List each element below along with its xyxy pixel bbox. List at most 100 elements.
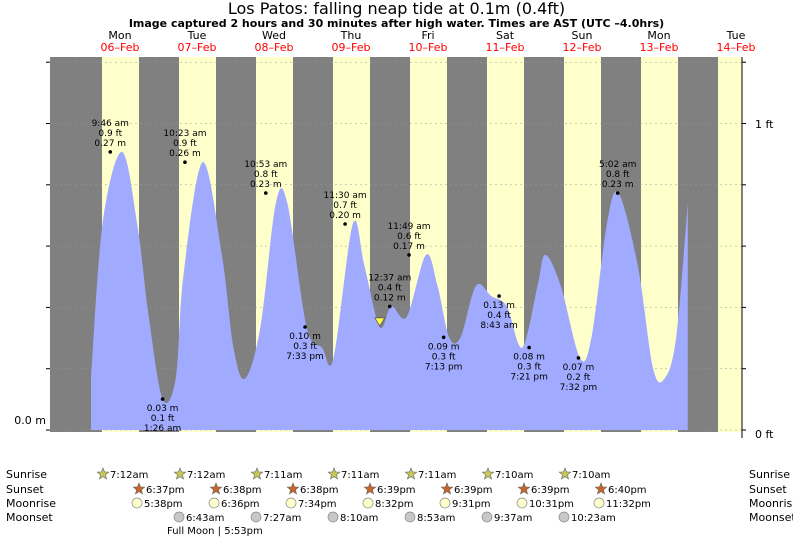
moonrise-time: 9:31pm <box>452 499 491 510</box>
sunrise-star-icon <box>173 467 187 480</box>
sunset-star-icon <box>286 482 300 495</box>
tide-point <box>160 397 165 401</box>
tide-ft-label: 0.8 ft <box>606 170 630 180</box>
sunrise-time: 7:12am <box>110 470 148 481</box>
day-weekday-label: Mon <box>647 29 670 42</box>
moonset-time: 10:23am <box>571 513 616 524</box>
day-weekday-label: Sun <box>572 29 593 42</box>
sunrise-time: 7:10am <box>495 470 533 481</box>
moonrise-icon <box>285 497 297 509</box>
tide-point <box>576 356 581 360</box>
moonset-icon <box>404 511 416 523</box>
day-date-label: 12–Feb <box>563 41 602 54</box>
day-weekday-label: Tue <box>187 29 207 42</box>
sunrise-star-icon <box>250 467 264 480</box>
row-label-right: Sunrise <box>749 468 790 481</box>
row-label-right: Moonset <box>749 511 793 524</box>
tide-time-label: 9:46 am <box>92 119 129 129</box>
tide-ft-label: 0.4 ft <box>487 311 511 321</box>
tide-ft-label: 0.2 ft <box>567 373 591 383</box>
tide-ft-label: 0.3 ft <box>293 342 317 352</box>
tide-point <box>303 325 307 329</box>
sunrise-star-icon <box>96 467 110 480</box>
day-date-label: 09–Feb <box>332 41 371 54</box>
tide-ft-label: 0.9 ft <box>98 129 122 139</box>
sunrise-star-icon <box>481 467 495 480</box>
tide-point <box>497 294 501 298</box>
tide-m-label: 0.12 m <box>374 293 406 303</box>
tide-m-label: 0.08 m <box>513 353 545 363</box>
sunrise-time: 7:12am <box>187 470 225 481</box>
moonset-time: 8:53am <box>417 513 455 524</box>
moonrise-icon <box>208 497 220 509</box>
tide-point <box>387 304 392 309</box>
tide-m-label: 0.09 m <box>428 342 460 352</box>
y-axis-label-right: 1 ft <box>755 118 774 131</box>
tide-ft-label: 0.8 ft <box>254 170 278 180</box>
daylight-band-8 <box>718 57 742 432</box>
sunset-star-icon <box>594 482 608 495</box>
sunset-star-icon <box>209 482 223 495</box>
axes: 0.0 m 1 ft 0 ft <box>14 57 774 441</box>
sunset-time: 6:38pm <box>223 485 262 496</box>
moon-phase-note: Full Moon | 5:53pm <box>167 526 263 537</box>
tide-time-label: 10:53 am <box>244 160 287 170</box>
tide-point <box>108 150 113 154</box>
tide-time-label: 7:21 pm <box>510 373 548 383</box>
row-label-right: Sunset <box>749 483 787 496</box>
day-weekday-label: Sat <box>496 29 515 42</box>
moonrise-time: 7:34pm <box>298 499 337 510</box>
moonset-time: 8:10am <box>340 513 378 524</box>
tide-time-label: 10:23 am <box>163 129 206 139</box>
tide-m-label: 0.26 m <box>169 149 201 159</box>
sunset-star-icon <box>132 482 146 495</box>
moonrise-time: 10:31pm <box>529 499 574 510</box>
day-weekday-label: Mon <box>108 29 131 42</box>
sunrise-star-icon <box>404 467 418 480</box>
tide-point <box>615 191 620 195</box>
tide-time-label: 11:30 am <box>324 191 367 201</box>
tide-time-label: 7:13 pm <box>425 362 463 372</box>
row-label-left: Moonrise <box>6 497 56 510</box>
tide-ft-label: 0.3 ft <box>432 352 456 362</box>
sunrise-star-icon <box>327 467 341 480</box>
moonrise-time: 11:32pm <box>606 499 651 510</box>
y-axis-label-left: 0.0 m <box>14 414 46 427</box>
tide-ft-label: 0.6 ft <box>397 232 421 242</box>
sunset-time: 6:40pm <box>608 485 647 496</box>
moonrise-time: 6:36pm <box>221 499 260 510</box>
tide-time-label: 12:37 am <box>368 273 411 283</box>
moonrise-icon <box>593 497 605 509</box>
tide-ft-label: 0.1 ft <box>151 414 175 424</box>
sunset-star-icon <box>517 482 531 495</box>
tide-area <box>91 151 688 430</box>
row-label-left: Moonset <box>6 511 53 524</box>
tide-m-label: 0.20 m <box>329 211 361 221</box>
sunrise-time: 7:11am <box>418 470 456 481</box>
sunrise-star-icon <box>558 467 572 480</box>
tide-m-label: 0.03 m <box>147 404 179 414</box>
sunset-time: 6:38pm <box>300 485 339 496</box>
moonrise-time: 5:38pm <box>144 499 183 510</box>
tide-time-label: 8:43 am <box>480 321 517 331</box>
current-tide-marker <box>374 317 386 327</box>
tide-m-label: 0.07 m <box>563 363 595 373</box>
sunset-time: 6:39pm <box>454 485 493 496</box>
tide-m-label: 0.10 m <box>289 332 321 342</box>
tide-labels: 9:46 am0.9 ft0.27 m0.03 m0.1 ft1:26 am10… <box>92 119 637 434</box>
day-date-label: 13–Feb <box>640 41 679 54</box>
tide-time-label: 11:49 am <box>387 222 430 232</box>
chart-title: Los Patos: falling neap tide at 0.1m (0.… <box>227 0 566 18</box>
row-label-left: Sunrise <box>6 468 47 481</box>
y-axis-label-right: 0 ft <box>755 428 774 441</box>
chart-subtitle: Image captured 2 hours and 30 minutes af… <box>128 17 665 30</box>
day-date-label: 11–Feb <box>486 41 525 54</box>
moonrise-icon <box>516 497 528 509</box>
tide-ft-label: 0.4 ft <box>378 283 402 293</box>
tide-m-label: 0.23 m <box>602 180 634 190</box>
moonset-icon <box>481 511 493 523</box>
sunrise-time: 7:11am <box>264 470 302 481</box>
tide-time-label: 5:02 am <box>599 160 636 170</box>
